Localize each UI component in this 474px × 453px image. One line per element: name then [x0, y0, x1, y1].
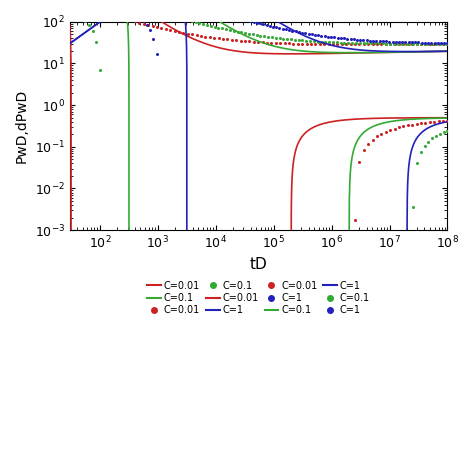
Y-axis label: PwD,dPwD: PwD,dPwD [15, 89, 29, 163]
Legend: C=0.01, C=0.1, C=0.01, C=0.1, C=0.01, C=1, C=0.01, C=1, C=0.1, C=1, C=0.1, C=1: C=0.01, C=0.1, C=0.01, C=0.1, C=0.01, C=… [144, 277, 374, 319]
X-axis label: tD: tD [250, 257, 267, 272]
